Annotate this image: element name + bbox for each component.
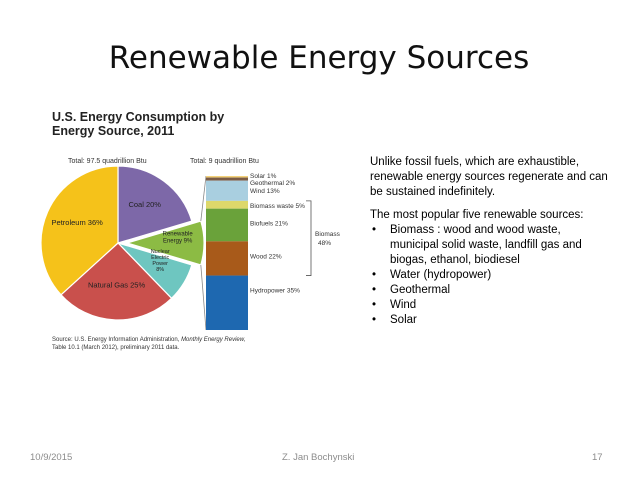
bar-segment-biomass-waste [206,200,248,209]
bar-segment-geothermal [206,177,248,181]
bar-segment-biofuels [206,208,248,242]
figure-title-line2: Energy Source, 2011 [52,124,175,138]
connector-line-bottom [200,264,207,331]
pie-label-petroleum: Petroleum 36% [52,218,104,227]
bar-label-wood: Wood 22% [250,253,282,260]
list-item: Biomass : wood and wood waste, municipal… [370,223,610,268]
list-item: Solar [370,313,610,328]
biomass-bracket: Biomass 48% [306,200,341,276]
figure-title-line1: U.S. Energy Consumption by [52,110,225,124]
bar-segment-wood [206,241,248,276]
list-heading: The most popular five renewable sources: [370,209,584,221]
slide-title: Renewable Energy Sources [108,40,530,76]
bracket-label-name: Biomass [315,231,341,238]
figure-title: U.S. Energy Consumption by Energy Source… [52,110,224,138]
bar-label-geothermal: Geothermal 2% [250,180,295,187]
pie-label-natural-gas: Natural Gas 25% [88,281,145,290]
connector-line-top [200,175,207,222]
bracket-label-value: 48% [318,240,331,247]
renewable-list: Biomass : wood and wood waste, municipal… [370,223,610,328]
bar-total-label: Total: 9 quadrillion Btu [190,158,259,165]
source-italic: Monthly Energy Review, [181,337,246,343]
bracket-line [306,200,312,276]
bar-label-solar: Solar 1% [250,173,277,180]
bar-segment-wind [206,180,248,201]
bar-label-biofuels: Biofuels 21% [250,221,288,228]
pie-label-nuclear-electric-power: Nuclear Electric Power 8% [151,249,170,273]
pie-label-coal: Coal 20% [128,200,161,209]
stacked-bar: Solar 1%Geothermal 2%Wind 13% Biomass was… [206,173,305,330]
pie-slice-natural-gas [60,242,173,321]
bar-segment-hydropower [206,275,248,330]
figure-source: Source: U.S. Energy Information Administ… [52,337,262,352]
pie-slice-coal [117,165,193,244]
connector-lines [200,175,207,331]
intro-paragraph: Unlike fossil fuels, which are exhaustib… [370,156,608,198]
footer-author: Z. Jan Bochynski [282,452,355,463]
pie-total-label: Total: 97.5 quadrillion Btu [68,158,147,165]
pie-chart: Coal 20% Renewable Energy 9% Nuclear Electri… [40,165,205,321]
bar-label-wind: Wind 13% [250,188,280,195]
text-column: Unlike fossil fuels, which are exhaustib… [370,155,610,328]
pie-slice-renewable-energy [124,220,205,266]
footer-date: 10/9/2015 [30,452,73,463]
source-line2: Table 10.1 (March 2012), preliminary 201… [52,344,180,351]
pie-slice-petroleum [40,165,119,296]
list-item: Geothermal [370,283,610,298]
list-item: Wind [370,298,610,313]
list-item: Water (hydropower) [370,268,610,283]
bar-label-hydropower: Hydropower 35% [250,288,300,295]
bar-segment-solar [206,176,248,178]
bar-label-biomass-waste: Biomass waste 5% [250,203,305,210]
source-prefix: Source: U.S. Energy Information Administ… [52,337,182,343]
footer-page-number: 17 [592,452,603,463]
pie-label-renewable-energy: Renewable Energy 9% [163,232,194,245]
